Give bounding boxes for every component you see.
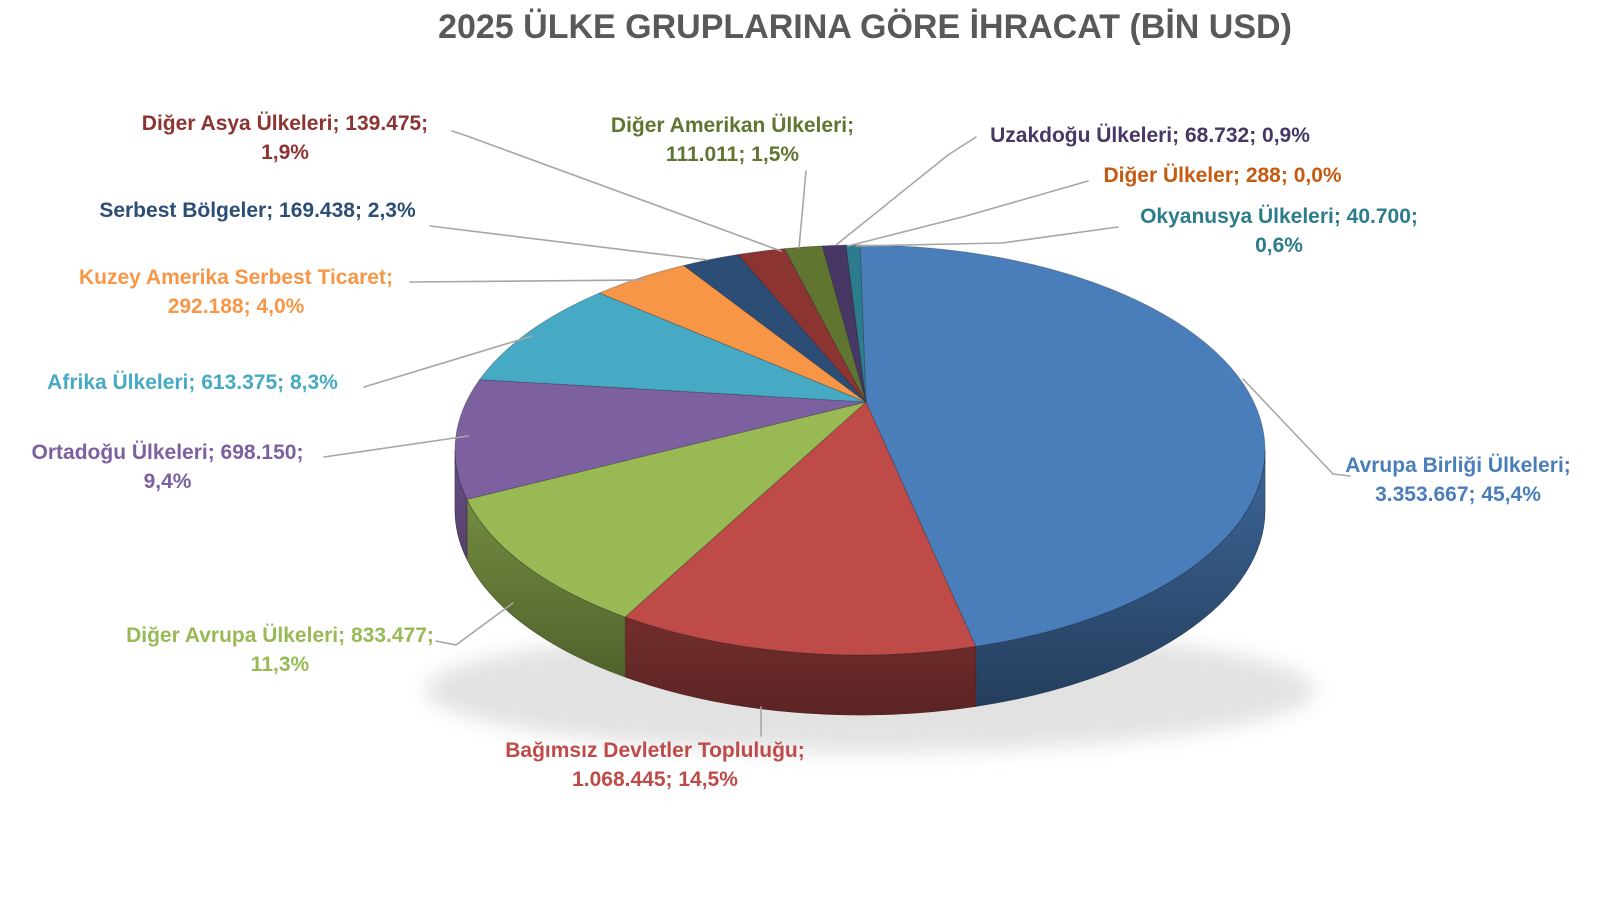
slice-label-line: 111.011; 1,5% [665,143,800,166]
leader-line-serbest-bolgeler [429,225,708,261]
leader-line-kuzey-amerika [409,279,644,283]
leader-line-afrika [363,335,533,388]
slice-label-line: 1,9% [261,141,309,164]
slice-label-line: 3.353.667; 45,4% [1375,483,1541,506]
slice-label-line: Avrupa Birliği Ülkeleri; [1345,454,1571,477]
pie-slice-7 [737,248,867,403]
slice-label-serbest-bolgeler: Serbest Bölgeler; 169.438; 2,3% [75,196,440,225]
pie-slice-4 [478,292,867,403]
slice-label-line: 1.068.445; 14,5% [572,768,738,791]
slice-label-line: Serbest Bölgeler; 169.438; 2,3% [99,199,416,222]
pie-slice-1 [624,401,977,656]
slice-label-line: Diğer Avrupa Ülkeleri; 833.477; [126,624,434,647]
slice-label-line: Uzakdoğu Ülkeleri; 68.732; 0,9% [990,124,1310,147]
slice-label-line: 9,4% [143,470,192,493]
pie-slice-6 [682,254,867,403]
slice-label-line: Okyanusya Ülkeleri; 40.700; [1140,205,1418,228]
pie-slice-0 [859,244,1266,647]
slice-label-ortadogu: Ortadoğu Ülkeleri; 698.150; 9,4% [0,438,335,496]
leader-line-diger-ulkeler [847,180,1089,247]
leader-line-diger-asya [451,130,782,252]
leader-line-diger-amerikan [798,170,807,249]
slice-label-line: Afrika Ülkeleri; 613.375; 8,3% [47,371,338,394]
slice-label-diger-asya: Diğer Asya Ülkeleri; 139.475; 1,9% [110,109,460,167]
pie-slice-2 [466,401,867,618]
slice-label-line: 0,6% [1255,234,1303,257]
slice-label-line: Ortadoğu Ülkeleri; 698.150; [31,441,304,464]
pie-slice-5 [598,265,867,403]
slice-label-diger-amerikan: Diğer Amerikan Ülkeleri; 111.011; 1,5% [550,111,915,169]
slice-label-afrika: Afrika Ülkeleri; 613.375; 8,3% [20,368,365,397]
slice-label-diger-ulkeler: Diğer Ülkeler; 288; 0,0% [1040,161,1405,190]
slice-label-line: Diğer Amerikan Ülkeleri; [610,114,855,137]
slice-label-line: 292.188; 4,0% [167,295,305,318]
leader-line-ortadogu [323,435,469,458]
slice-label-uzakdogu: Uzakdoğu Ülkeleri; 68.732; 0,9% [965,121,1335,150]
leader-line-avrupa-birligi [1242,378,1351,477]
slice-label-avrupa-birligi: Avrupa Birliği Ülkeleri; 3.353.667; 45,4… [1318,451,1598,509]
slice-label-diger-avrupa: Diğer Avrupa Ülkeleri; 833.477; 11,3% [100,621,460,679]
pie-slice-9 [821,244,867,403]
leader-line-diger-avrupa [435,602,514,646]
chart-title: 2025 ÜLKE GRUPLARINA GÖRE İHRACAT (BİN U… [438,8,1292,46]
pie-slice-10 [845,244,867,403]
slice-label-line: Bağımsız Devletler Topluluğu; [505,739,805,762]
slice-label-line: Diğer Ülkeler; 288; 0,0% [1103,164,1342,187]
slice-label-line: 11,3% [250,653,310,676]
leader-line-okyanusya [855,226,1119,247]
slice-label-line: Diğer Asya Ülkeleri; 139.475; [141,112,429,135]
slice-label-bagimsiz-devletler: Bağımsız Devletler Topluluğu; 1.068.445;… [475,736,835,794]
leader-line-uzakdogu [835,136,977,246]
slice-label-okyanusya: Okyanusya Ülkeleri; 40.700; 0,6% [1095,202,1463,260]
slice-label-kuzey-amerika: Kuzey Amerika Serbest Ticaret; 292.188; … [55,263,417,321]
pie-slice-8 [783,245,867,403]
pie-slice-3 [454,379,867,500]
slice-label-line: Kuzey Amerika Serbest Ticaret; [79,266,393,289]
